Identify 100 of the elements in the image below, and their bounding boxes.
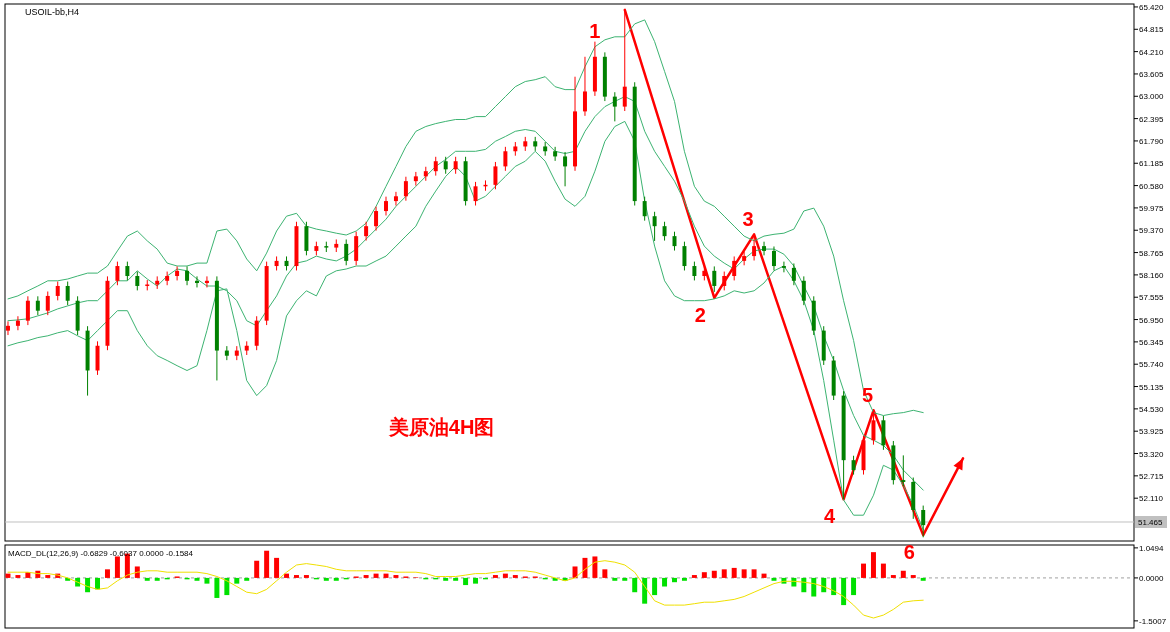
y-tick-label: 1.0494: [1139, 543, 1165, 553]
candlestick: [901, 454, 906, 487]
y-tick-label: 58.160: [1139, 270, 1165, 280]
line-series: [7, 19, 924, 416]
candlestick: [384, 196, 388, 216]
candlestick: [45, 291, 50, 316]
bar: [104, 569, 110, 578]
bar: [393, 575, 399, 578]
bar: [582, 557, 588, 578]
candlestick: [364, 221, 369, 242]
bar: [632, 577, 638, 593]
bar: [622, 577, 628, 581]
y-tick-label: 0.0000: [1139, 573, 1165, 583]
bar: [363, 575, 369, 578]
y-tick-label: 52.715: [1139, 471, 1165, 481]
y-tick-label: 63.000: [1139, 92, 1165, 102]
candlestick: [612, 91, 617, 122]
bar: [214, 577, 220, 598]
bar: [890, 575, 896, 578]
bar: [204, 577, 210, 584]
bar: [274, 557, 280, 578]
candlestick: [413, 171, 418, 187]
candlestick: [742, 251, 747, 266]
bar: [453, 577, 459, 581]
y-tick-label: 55.135: [1139, 382, 1165, 392]
bar: [234, 577, 240, 584]
y-tick-label: 63.605: [1139, 69, 1165, 79]
bar: [861, 563, 866, 578]
candlestick: [65, 281, 70, 306]
bar: [811, 577, 817, 597]
annotation: 2: [694, 303, 706, 326]
bar: [473, 577, 479, 584]
bar: [672, 577, 677, 583]
bar: [45, 575, 51, 578]
candlestick: [692, 261, 697, 281]
bar: [303, 575, 309, 578]
bar: [254, 560, 260, 578]
candlestick: [652, 211, 657, 242]
bar: [910, 575, 916, 578]
bar: [144, 577, 150, 581]
annotation: 美原油4H图: [387, 415, 495, 438]
candlestick: [871, 409, 876, 446]
candlestick: [55, 281, 60, 301]
candlestick: [374, 206, 379, 232]
y-tick-label: 55.740: [1139, 360, 1165, 370]
bar: [841, 577, 847, 606]
y-tick-label: 59.975: [1139, 203, 1165, 213]
candlestick: [622, 9, 627, 112]
bar: [224, 577, 230, 596]
bar: [701, 572, 707, 578]
candlestick: [791, 262, 796, 286]
bar: [492, 575, 498, 578]
candlestick: [15, 315, 20, 331]
candlestick: [344, 238, 349, 266]
candlestick: [682, 241, 687, 271]
bar: [592, 556, 598, 578]
bar: [15, 575, 21, 578]
y-tick-label: 53.925: [1139, 427, 1165, 437]
bar: [293, 575, 299, 578]
y-tick-label: 64.210: [1139, 47, 1165, 57]
y-tick-label: 65.420: [1139, 2, 1165, 12]
bar: [920, 577, 926, 581]
bar: [691, 575, 697, 578]
y-tick-label: 57.555: [1139, 293, 1165, 303]
ref-line-label: 51.465: [1138, 517, 1164, 527]
bar: [572, 566, 578, 578]
bar: [333, 577, 339, 581]
candlestick: [185, 265, 190, 286]
candlestick: [563, 151, 568, 187]
annotation: 1: [589, 19, 601, 42]
y-tick-label: 61.790: [1139, 136, 1165, 146]
bar: [463, 577, 469, 586]
bar: [244, 577, 250, 581]
candlestick: [781, 261, 786, 273]
y-tick-label: 59.370: [1139, 226, 1165, 236]
candlestick: [493, 161, 498, 190]
bar: [731, 567, 737, 578]
bar: [751, 569, 757, 578]
annotation: 4: [824, 505, 837, 528]
bar: [831, 577, 837, 596]
annotation: 5: [861, 384, 874, 407]
bar: [154, 577, 160, 581]
y-tick-label: 52.110: [1139, 494, 1164, 504]
bar: [711, 570, 717, 578]
y-tick-label: 60.580: [1139, 181, 1165, 191]
candlestick: [851, 455, 856, 476]
candlestick: [35, 295, 40, 316]
line-series: [7, 560, 924, 619]
bar: [721, 569, 727, 578]
bar: [323, 577, 329, 581]
y-tick-label: 54.530: [1139, 404, 1165, 414]
bar: [761, 573, 767, 578]
bar: [662, 577, 668, 587]
bar: [681, 577, 687, 581]
candlestick: [771, 245, 776, 271]
candlestick: [25, 295, 30, 326]
candlestick: [662, 221, 667, 242]
candlestick: [135, 271, 140, 291]
bar: [373, 573, 379, 578]
bar: [443, 577, 449, 581]
